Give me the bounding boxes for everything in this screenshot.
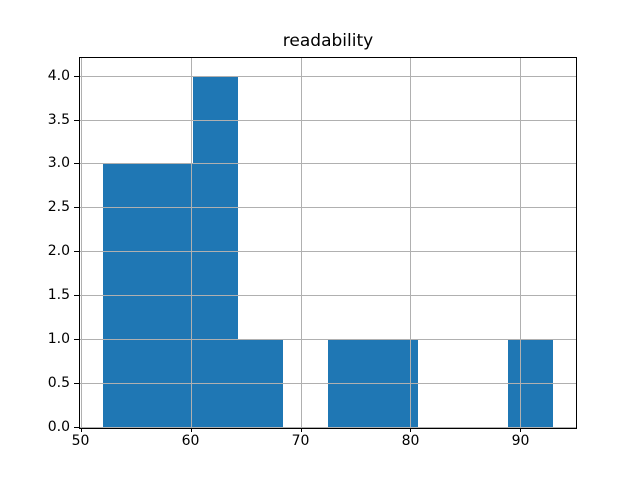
plot-area (79, 57, 577, 429)
x-tick-mark (520, 427, 521, 432)
y-tick-mark (74, 427, 79, 428)
x-axis-tick-label: 80 (401, 433, 420, 449)
y-tick-mark (74, 251, 79, 252)
y-axis-tick-label: 3.0 (47, 155, 70, 172)
y-axis-tick-label: 0.5 (47, 375, 70, 392)
y-axis-tick-label: 1.0 (47, 331, 70, 348)
gridline-horizontal (80, 76, 576, 77)
x-axis-tick-label: 90 (511, 433, 530, 449)
gridline-vertical (520, 58, 521, 428)
y-tick-mark (74, 383, 79, 384)
y-tick-mark (74, 163, 79, 164)
y-axis-tick-label: 4.0 (47, 67, 70, 84)
gridline-horizontal (80, 339, 576, 340)
gridline-horizontal (80, 383, 576, 384)
x-tick-mark (410, 427, 411, 432)
gridline-horizontal (80, 295, 576, 296)
y-axis-tick-label: 2.5 (47, 199, 70, 216)
gridline-vertical (191, 58, 192, 428)
y-tick-mark (74, 339, 79, 340)
y-tick-mark (74, 120, 79, 121)
x-axis-tick-label: 50 (71, 433, 90, 449)
x-tick-mark (191, 427, 192, 432)
x-tick-mark (301, 427, 302, 432)
gridline-vertical (301, 58, 302, 428)
y-axis-tick-label: 2.0 (47, 243, 70, 260)
y-tick-mark (74, 207, 79, 208)
y-axis-tick-label: 0.0 (47, 419, 70, 435)
y-axis-tick-label: 1.5 (47, 287, 70, 304)
gridline-horizontal (80, 207, 576, 208)
chart-title: readability (282, 31, 374, 51)
y-tick-mark (74, 76, 79, 77)
gridline-horizontal (80, 251, 576, 252)
x-axis-tick-label: 70 (291, 433, 310, 449)
x-tick-mark (81, 427, 82, 432)
gridline-vertical (410, 58, 411, 428)
x-axis-tick-label: 60 (181, 433, 200, 449)
y-axis-tick-label: 3.5 (47, 111, 70, 128)
gridline-vertical (81, 58, 82, 428)
y-tick-mark (74, 295, 79, 296)
gridline-horizontal (80, 120, 576, 121)
gridline-horizontal (80, 427, 576, 428)
gridline-horizontal (80, 163, 576, 164)
